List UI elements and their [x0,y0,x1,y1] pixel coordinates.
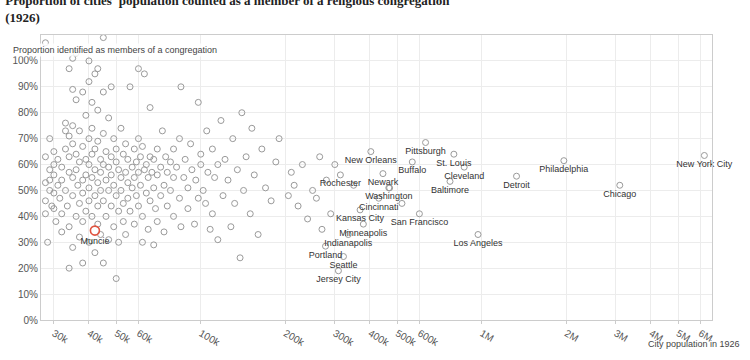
svg-text:Detroit: Detroit [503,180,530,190]
svg-text:Washington: Washington [365,191,412,201]
svg-text:90%: 90% [18,81,38,92]
svg-text:Chicago: Chicago [603,189,636,199]
svg-text:60%: 60% [18,159,38,170]
svg-text:20%: 20% [18,263,38,274]
svg-text:0%: 0% [24,315,39,326]
svg-text:200k: 200k [282,328,307,349]
svg-text:100k: 100k [197,328,222,349]
svg-text:4M: 4M [647,328,665,344]
svg-text:3M: 3M [612,328,630,344]
svg-text:Buffalo: Buffalo [398,165,426,175]
svg-text:100%: 100% [12,55,38,66]
svg-text:New York City: New York City [676,159,733,169]
svg-text:San Francisco: San Francisco [391,217,449,227]
svg-text:40%: 40% [18,211,38,222]
svg-text:300k: 300k [331,328,356,349]
svg-text:30k: 30k [50,328,70,346]
svg-text:30%: 30% [18,237,38,248]
svg-text:60k: 60k [135,328,155,346]
svg-text:2M: 2M [563,328,581,344]
svg-text:Minneapolis: Minneapolis [339,228,388,238]
svg-text:Cleveland: Cleveland [444,171,484,181]
svg-text:50k: 50k [113,328,133,346]
svg-text:Proportion of cities' populati: Proportion of cities' population counted… [5,0,450,25]
svg-text:80%: 80% [18,107,38,118]
svg-text:St. Louis: St. Louis [436,158,472,168]
svg-text:Baltimore: Baltimore [431,185,469,195]
svg-text:Pittsburgh: Pittsburgh [405,146,446,156]
svg-text:Kansas City: Kansas City [336,213,385,223]
svg-text:Los Angeles: Los Angeles [453,238,503,248]
svg-text:400k: 400k [366,328,391,349]
svg-text:600k: 600k [416,328,441,349]
svg-text:500k: 500k [394,328,419,349]
svg-text:10%: 10% [18,289,38,300]
svg-text:Philadelphia: Philadelphia [539,164,588,174]
svg-text:Muncie: Muncie [80,236,109,246]
svg-text:City population in 1926: City population in 1926 [648,339,740,349]
svg-text:70%: 70% [18,133,38,144]
svg-text:6M: 6M [697,328,715,344]
svg-text:Indianapolis: Indianapolis [324,238,373,248]
svg-text:50%: 50% [18,185,38,196]
svg-text:New Orleans: New Orleans [345,155,398,165]
svg-text:Proportion identified as membe: Proportion identified as members of a co… [13,45,217,55]
svg-text:Cincinnati: Cincinnati [359,202,399,212]
svg-text:5M: 5M [675,328,693,344]
svg-text:Seattle: Seattle [329,260,357,270]
svg-text:Jersey City: Jersey City [316,274,361,284]
svg-text:Portland: Portland [309,250,343,260]
svg-text:40k: 40k [85,328,105,346]
svg-text:1M: 1M [478,328,496,344]
svg-text:Newark: Newark [368,177,399,187]
svg-text:Rochester: Rochester [320,178,361,188]
